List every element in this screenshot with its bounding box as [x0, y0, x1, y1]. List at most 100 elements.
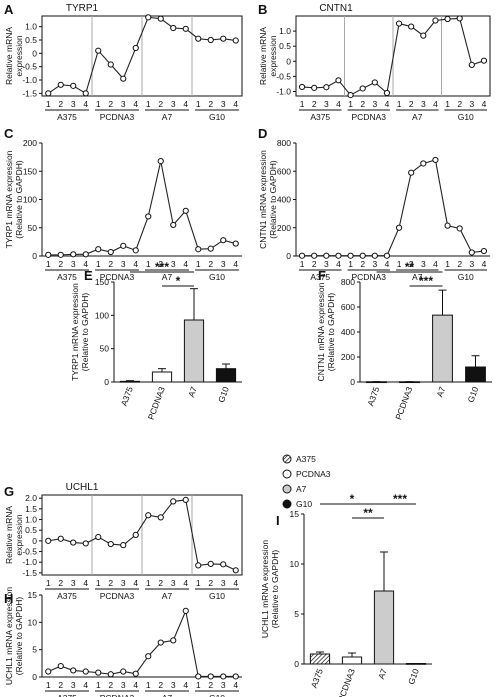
y-tick-label: 0.5: [25, 35, 37, 45]
data-point: [45, 251, 52, 258]
series-line: [302, 17, 485, 96]
group-label: A7: [162, 272, 173, 282]
data-point: [182, 25, 189, 32]
x-tick-label: 3: [221, 99, 226, 109]
x-tick-label: 1: [146, 99, 151, 109]
panel-i: I 15 10 5 0 UCHL1 mRNA expression (Relative to…: [260, 492, 432, 697]
x-tick-label: 4: [233, 99, 238, 109]
data-point: [70, 251, 77, 258]
panel-d: D 800 600 400 200 0 CNTN1 mRNA expression (Rela…: [258, 126, 490, 282]
data-point: [132, 247, 139, 254]
series-line: [48, 608, 236, 678]
y-tick-label: 0: [294, 659, 299, 669]
y-tick-label: 800: [341, 277, 355, 287]
data-point: [157, 514, 164, 521]
bar: [215, 368, 237, 383]
data-point: [480, 247, 488, 255]
data-point: [170, 24, 177, 32]
data-point: [420, 160, 427, 167]
y-tick-label: 1.0: [279, 26, 291, 36]
y-tick-label: 0.5: [25, 525, 37, 535]
x-tick-label: 2: [158, 99, 163, 109]
y-tick-label: 0: [32, 48, 37, 58]
group-label: A7: [162, 591, 173, 601]
group-label: PCDNA3: [100, 112, 135, 122]
x-tick-label: 2: [208, 578, 213, 588]
x-tick-label: 2: [409, 259, 414, 269]
x-tick-label: 2: [108, 578, 113, 588]
group-label: G10: [209, 591, 225, 601]
group-label: A375: [57, 272, 77, 282]
x-tick-label: 3: [121, 259, 126, 269]
y-tick-label: 200: [23, 138, 37, 148]
panel-e: E 150 100 50 0 TYRP1 mRNA expression (Relative…: [70, 260, 242, 421]
data-point: [145, 512, 152, 519]
data-point: [408, 169, 415, 176]
data-point: [311, 252, 318, 259]
data-point: [359, 85, 366, 92]
data-point: [232, 37, 239, 44]
x-tick-label: 3: [171, 99, 176, 109]
y-tick-label: 5: [294, 609, 299, 619]
data-point: [82, 668, 89, 675]
x-tick-label: 4: [133, 578, 138, 588]
x-tick-label: 4: [83, 259, 88, 269]
data-point: [207, 673, 214, 680]
y-tick-label: 200: [277, 223, 291, 233]
legend-marker: [282, 499, 292, 509]
x-tick-label: 1: [146, 680, 151, 690]
data-point: [335, 77, 342, 84]
y-tick-label: -0.5: [276, 71, 291, 81]
x-tick-label: 3: [221, 680, 226, 690]
x-tick-label: 4: [482, 259, 487, 269]
data-point: [132, 531, 139, 538]
x-tick-label: 2: [108, 680, 113, 690]
group-label: PCDNA3: [352, 112, 387, 122]
y-axis-label: CNTN1 mRNA expression: [258, 150, 268, 249]
data-point: [95, 246, 102, 253]
x-tick-label: 1: [146, 259, 151, 269]
x-tick-label: 1: [96, 259, 101, 269]
y-axis-label: (Relative to GAPDH): [326, 293, 336, 372]
series-line: [47, 16, 236, 95]
y-tick-label: 150: [23, 166, 37, 176]
data-point: [82, 540, 89, 547]
y-tick-label: 15: [28, 590, 38, 600]
x-tick-label: 4: [233, 259, 238, 269]
panel-letter: B: [258, 2, 267, 17]
data-point: [371, 252, 378, 259]
y-tick-label: -1.0: [22, 75, 37, 85]
data-point: [480, 57, 488, 64]
significance-label: ***: [419, 274, 433, 288]
legend-marker: [282, 469, 292, 479]
x-tick-label: 1: [46, 680, 51, 690]
x-tick-label: G10: [406, 667, 421, 686]
panel-letter: G: [4, 484, 14, 499]
bar: [373, 590, 395, 665]
y-axis-label: UCHL1 mRNA expression: [260, 540, 270, 639]
x-tick-label: 2: [108, 259, 113, 269]
y-tick-label: 400: [341, 327, 355, 337]
data-point: [195, 246, 202, 253]
x-tick-label: PCDNA3: [336, 667, 357, 697]
series-line: [48, 499, 236, 571]
group-label: A7: [412, 272, 423, 282]
x-tick-label: 4: [233, 578, 238, 588]
bar: [119, 380, 141, 383]
y-tick-label: -0.5: [22, 62, 37, 72]
data-point: [207, 560, 214, 568]
panel-letter: H: [4, 591, 13, 606]
group-label: A7: [162, 112, 173, 122]
panel-h: H 15 10 5 0 UCHL1 mRNA expression (Relative to…: [4, 587, 242, 697]
y-tick-label: 150: [95, 277, 109, 287]
x-tick-label: A375: [365, 385, 381, 407]
y-tick-label: 2.0: [25, 493, 37, 503]
y-tick-label: 1.5: [25, 504, 37, 514]
x-tick-label: 3: [121, 578, 126, 588]
x-tick-label: 4: [83, 578, 88, 588]
data-point: [395, 224, 403, 231]
bar: [309, 653, 331, 665]
y-axis-label: (Relative to GAPDH): [14, 597, 24, 676]
y-tick-label: 1.0: [25, 515, 37, 525]
